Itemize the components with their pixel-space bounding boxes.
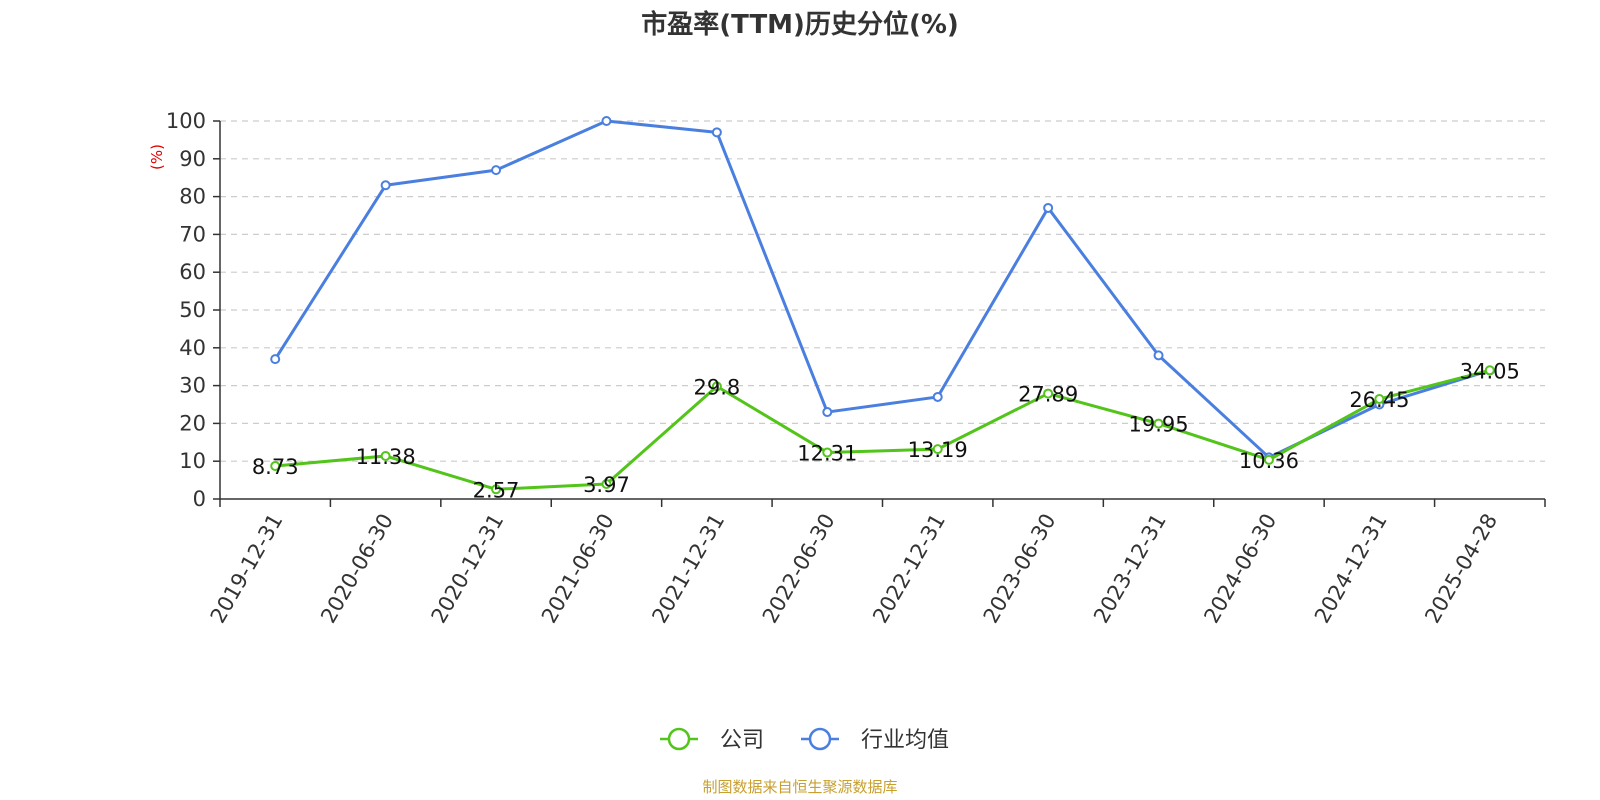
data-label: 3.97: [583, 473, 630, 497]
x-tick-label: 2022-12-31: [868, 510, 950, 628]
data-point: [711, 127, 722, 138]
data-labels: 8.73 11.38 2.57 3.97 29.8 12.31 13.19 27.89 19.9…: [252, 359, 1520, 502]
x-tick-label: 2020-12-31: [427, 510, 509, 628]
x-tick-label: 2024-12-31: [1310, 510, 1392, 628]
x-tick-label: 2023-12-31: [1089, 510, 1171, 628]
data-label: 2.57: [473, 478, 520, 502]
data-point: [932, 391, 943, 402]
data-label: 19.95: [1128, 413, 1188, 437]
data-label: 11.38: [356, 445, 416, 469]
data-point: [932, 444, 943, 455]
series: [270, 116, 1495, 495]
data-point: [601, 116, 612, 126]
legend-item-industry-average[interactable]: 行业均值: [801, 727, 949, 753]
data-point: [1153, 418, 1164, 429]
y-tick-label: 50: [179, 298, 206, 322]
series-line: [275, 368, 1491, 491]
data-point: [380, 180, 391, 191]
legend-label: 行业均值: [861, 728, 949, 753]
y-tick-label: 70: [179, 222, 206, 246]
y-tick-label: 100: [166, 109, 206, 133]
data-label: 10.36: [1239, 449, 1299, 473]
x-tick-label: 2023-06-30: [979, 510, 1061, 628]
data-point: [270, 461, 281, 472]
y-tick-label: 90: [179, 147, 206, 171]
data-label: 29.8: [693, 375, 740, 399]
data-point: [711, 381, 722, 392]
series-industry-average: [270, 116, 1495, 463]
data-point: [1043, 202, 1054, 213]
data-point: [1153, 350, 1164, 361]
axes: 0 10 20 30 40 50 60 70 80 90 100(%) 2019-12-31 2020-…: [148, 109, 1546, 628]
data-point: [1263, 454, 1274, 465]
data-label: 27.89: [1018, 383, 1078, 407]
x-tick-label: 2020-06-30: [316, 510, 398, 628]
data-label: 8.73: [252, 455, 299, 479]
series-line: [273, 119, 1491, 459]
legend[interactable]: 公司 行业均值: [660, 727, 949, 753]
data-point: [380, 450, 391, 461]
x-tick-label: 2022-06-30: [758, 510, 840, 628]
x-tick-label: 2021-12-31: [647, 510, 729, 628]
data-point: [1374, 394, 1385, 405]
legend-label: 公司: [720, 728, 764, 753]
legend-item-company[interactable]: 公司: [660, 727, 764, 753]
y-axis-label: (%): [148, 144, 166, 170]
y-tick-label: 80: [179, 185, 206, 209]
y-tick-label: 30: [179, 374, 206, 398]
data-point: [1043, 388, 1054, 399]
data-label: 13.19: [908, 438, 968, 462]
data-label: 12.31: [797, 441, 857, 465]
y-tick-label: 10: [179, 449, 206, 473]
chart-title: 市盈率(TTM)历史分位(%): [641, 9, 959, 40]
x-tick-label: 2024-06-30: [1199, 510, 1281, 628]
x-tick-label: 2025-04-28: [1420, 510, 1502, 628]
legend-marker: [808, 727, 832, 751]
data-label: 26.45: [1349, 388, 1409, 412]
data-point: [822, 407, 833, 418]
grid: [220, 120, 1545, 462]
data-point: [491, 484, 502, 495]
x-tick-label: 2021-06-30: [537, 510, 619, 628]
data-point: [1484, 365, 1495, 376]
y-tick-label: 20: [179, 411, 206, 435]
data-label: 34.05: [1460, 359, 1520, 383]
data-point: [822, 447, 833, 458]
x-tick-label: 2019-12-31: [206, 510, 288, 628]
y-tick-label: 60: [179, 260, 206, 284]
source-note: 制图数据来自恒生聚源数据库: [702, 778, 897, 796]
legend-marker: [667, 727, 691, 751]
series-company: [270, 365, 1495, 495]
y-tick-label: 0: [193, 487, 206, 511]
data-point: [601, 478, 612, 489]
data-point: [270, 354, 281, 365]
data-point: [491, 165, 502, 176]
y-tick-label: 40: [179, 336, 206, 360]
